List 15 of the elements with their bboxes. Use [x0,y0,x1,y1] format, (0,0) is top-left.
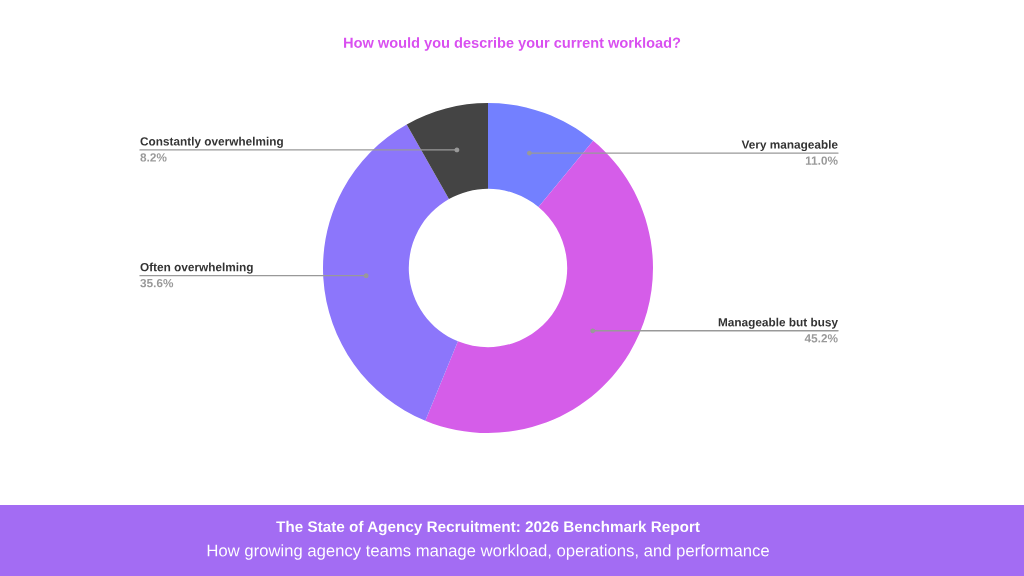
data-label: 11.0% [805,156,838,165]
slice-label: Manageable but busy [718,317,838,329]
chart-title: How would you describe your current workload? [344,37,681,51]
slice-label: Constantly overwhelming [140,136,283,148]
text: The State of Agency Recruitment: 2026 Benchmark Report [276,520,700,536]
text: How growing agency teams manage workload, operations, and performance [207,544,769,560]
donut-slice [425,140,653,433]
data-label: 8.2% [140,153,167,162]
slice-label: Very manageable [741,140,838,152]
slice-label: Often overwhelming [140,262,253,274]
donut-slice [323,124,458,421]
data-label: 45.2% [804,334,838,343]
donut-slice [488,103,594,207]
data-label: 35.6% [140,278,174,288]
donut-slice [406,103,488,200]
